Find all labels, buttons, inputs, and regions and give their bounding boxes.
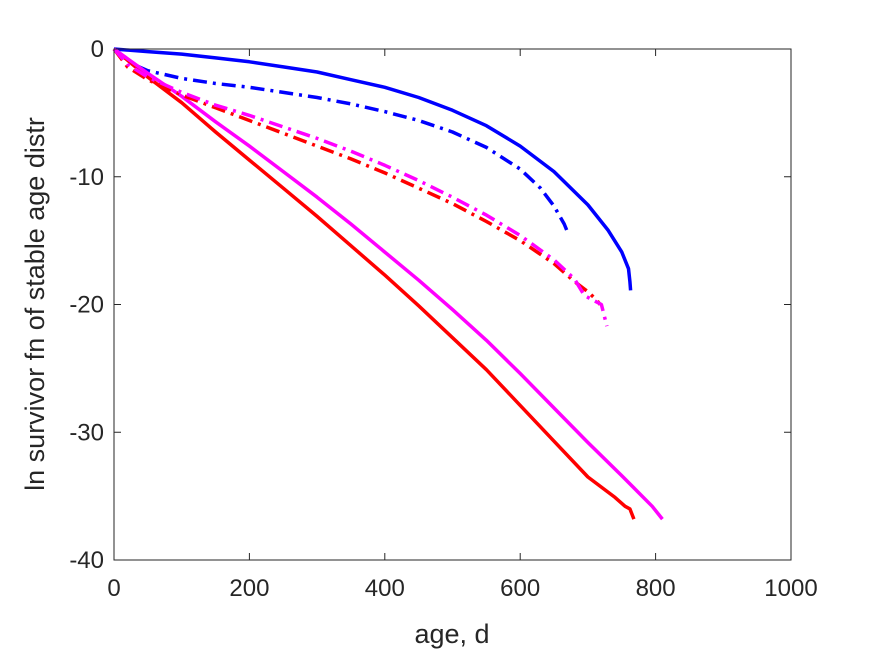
series-line-3	[112, 47, 636, 520]
plot-area	[114, 49, 791, 560]
x-tick-label: 800	[636, 575, 676, 602]
y-tick-label: -20	[69, 292, 104, 319]
y-tick-label: -40	[69, 547, 104, 574]
x-tick-label: 0	[107, 575, 120, 602]
x-axis-label: age, d	[414, 619, 489, 649]
y-axis-label: ln survivor fn of stable age distr	[20, 117, 50, 491]
series-line-5	[112, 47, 602, 306]
x-tick-label: 200	[229, 575, 269, 602]
series-line-2	[112, 47, 571, 237]
series-line-4	[112, 47, 664, 521]
series-layer	[112, 47, 664, 521]
y-tick-label: -30	[69, 419, 104, 446]
y-tick-label: -10	[69, 164, 104, 191]
series-line-1	[113, 47, 633, 291]
x-tick-label: 400	[365, 575, 405, 602]
y-tick-label: 0	[91, 36, 104, 63]
series-line-6	[112, 47, 609, 327]
axes-layer: 0 200 400 600 800 1000 0 -10 -20 -30 -40	[69, 36, 817, 602]
x-tick-label: 600	[500, 575, 540, 602]
x-tick-label: 1000	[764, 575, 817, 602]
